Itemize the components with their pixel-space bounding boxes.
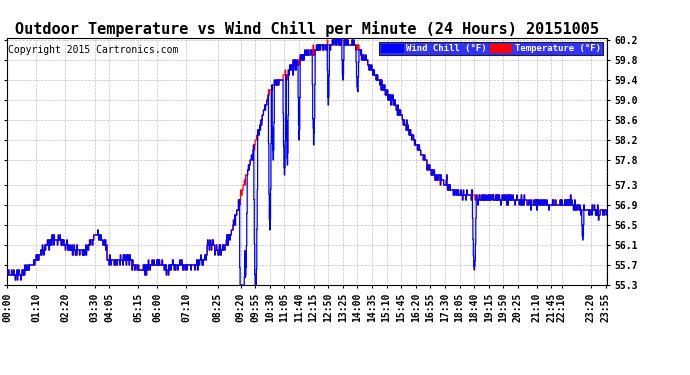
Title: Outdoor Temperature vs Wind Chill per Minute (24 Hours) 20151005: Outdoor Temperature vs Wind Chill per Mi… — [15, 21, 599, 38]
Legend: Wind Chill (°F), Temperature (°F): Wind Chill (°F), Temperature (°F) — [380, 42, 602, 55]
Text: Copyright 2015 Cartronics.com: Copyright 2015 Cartronics.com — [8, 45, 178, 55]
